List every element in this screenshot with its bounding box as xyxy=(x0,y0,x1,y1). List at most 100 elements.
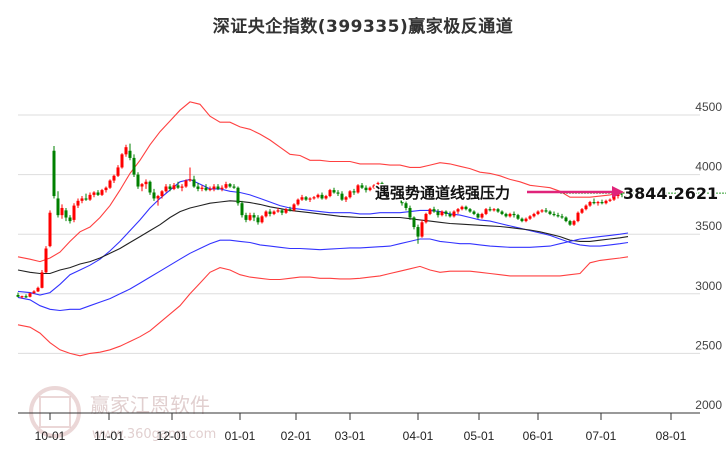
x-tick-label: 05-01 xyxy=(464,429,495,443)
candle-down xyxy=(232,186,236,188)
candle-down xyxy=(24,296,28,298)
candle-up xyxy=(72,205,76,220)
candle-up xyxy=(124,147,128,155)
candle-up xyxy=(292,204,296,211)
candle-up xyxy=(316,194,320,198)
candle-down xyxy=(352,191,356,193)
candle-down xyxy=(268,211,272,214)
candle-down xyxy=(404,203,408,208)
candle-up xyxy=(536,211,540,214)
candle-down xyxy=(332,190,336,193)
candle-up xyxy=(572,221,576,225)
candle-down xyxy=(240,203,244,216)
y-tick-label: 3500 xyxy=(695,219,722,233)
candle-down xyxy=(380,182,384,188)
candle-down xyxy=(620,193,624,195)
x-tick-label: 06-01 xyxy=(523,429,554,443)
candle-up xyxy=(248,215,252,220)
y-tick-label: 3000 xyxy=(695,279,722,293)
candle-down xyxy=(408,207,412,218)
candle-down xyxy=(448,213,452,217)
candle-down xyxy=(544,210,548,212)
candle-down xyxy=(384,187,388,189)
candle-up xyxy=(356,185,360,193)
candle-up xyxy=(576,212,580,222)
candle-up xyxy=(484,209,488,214)
candle-down xyxy=(432,209,436,212)
arrow-head-icon xyxy=(612,186,624,198)
candle-up xyxy=(116,167,120,176)
candle-up xyxy=(424,213,428,223)
candle-down xyxy=(304,197,308,200)
candle-down xyxy=(504,213,508,217)
candle-up xyxy=(492,209,496,211)
x-tick-label: 10-01 xyxy=(35,429,66,443)
candle-up xyxy=(160,191,164,197)
candle-up xyxy=(92,192,96,195)
candle-down xyxy=(236,187,240,204)
candle-down xyxy=(500,211,504,214)
candle-up xyxy=(480,213,484,218)
candle-up xyxy=(112,175,116,181)
candle-down xyxy=(552,213,556,216)
candle-down xyxy=(360,185,364,188)
candle-down xyxy=(364,187,368,191)
candle-down xyxy=(204,187,208,191)
candle-up xyxy=(140,184,144,187)
candle-up xyxy=(36,287,40,292)
seal-icon xyxy=(29,386,81,438)
candle-up xyxy=(588,202,592,206)
candle-up xyxy=(528,216,532,219)
candle-down xyxy=(564,217,568,222)
band-middle xyxy=(17,200,629,275)
candle-down xyxy=(256,217,260,223)
candle-down xyxy=(340,193,344,200)
candle-up xyxy=(208,188,212,191)
candle-up xyxy=(540,210,544,212)
y-axis: 2000 2500 3000 3500 4000 4500 xyxy=(695,100,722,412)
candle-up xyxy=(624,193,628,195)
candle-up xyxy=(172,185,176,189)
candle-down xyxy=(600,202,604,204)
x-tick-label: 07-01 xyxy=(586,429,617,443)
annotation-text: 遇强势通道线强压力 xyxy=(375,184,510,202)
candle-up xyxy=(156,196,160,199)
candle-down xyxy=(436,211,440,216)
candle-down xyxy=(228,184,232,187)
candle-down xyxy=(520,218,524,222)
candle-down xyxy=(336,192,340,194)
candle-up xyxy=(120,154,124,168)
candle-up xyxy=(108,180,112,188)
candle-down xyxy=(152,192,156,199)
candle-up xyxy=(276,210,280,212)
candle-up xyxy=(184,180,188,187)
candle-down xyxy=(68,217,72,222)
candle-down xyxy=(560,216,564,218)
y-tick-label: 2000 xyxy=(695,398,722,412)
candle-down xyxy=(412,217,416,228)
x-tick-label: 11-01 xyxy=(94,429,124,443)
candle-up xyxy=(200,187,204,189)
chart-title: 深证央企指数(399335)赢家极反通道 xyxy=(212,17,514,37)
candle-up xyxy=(604,200,608,204)
candle-up xyxy=(32,291,36,294)
price-label: 3844.2621 xyxy=(623,184,718,203)
candle-down xyxy=(84,198,88,200)
gridlines xyxy=(18,114,700,354)
candle-down xyxy=(148,181,152,193)
candlesticks xyxy=(16,143,628,299)
candle-down xyxy=(388,188,392,194)
x-axis: 10-01 11-01 12-01 01-01 02-01 03-01 04-01 05-01… xyxy=(18,412,700,443)
candle-down xyxy=(16,294,20,297)
candle-up xyxy=(264,211,268,217)
candle-up xyxy=(144,181,148,185)
candle-down xyxy=(416,227,420,237)
x-tick-label: 08-01 xyxy=(656,429,687,443)
candle-up xyxy=(284,209,288,213)
candle-up xyxy=(328,190,332,197)
x-tick-label: 01-01 xyxy=(225,429,256,443)
channel-bands xyxy=(17,101,629,357)
seal-square xyxy=(39,396,71,428)
candle-down xyxy=(548,211,552,214)
